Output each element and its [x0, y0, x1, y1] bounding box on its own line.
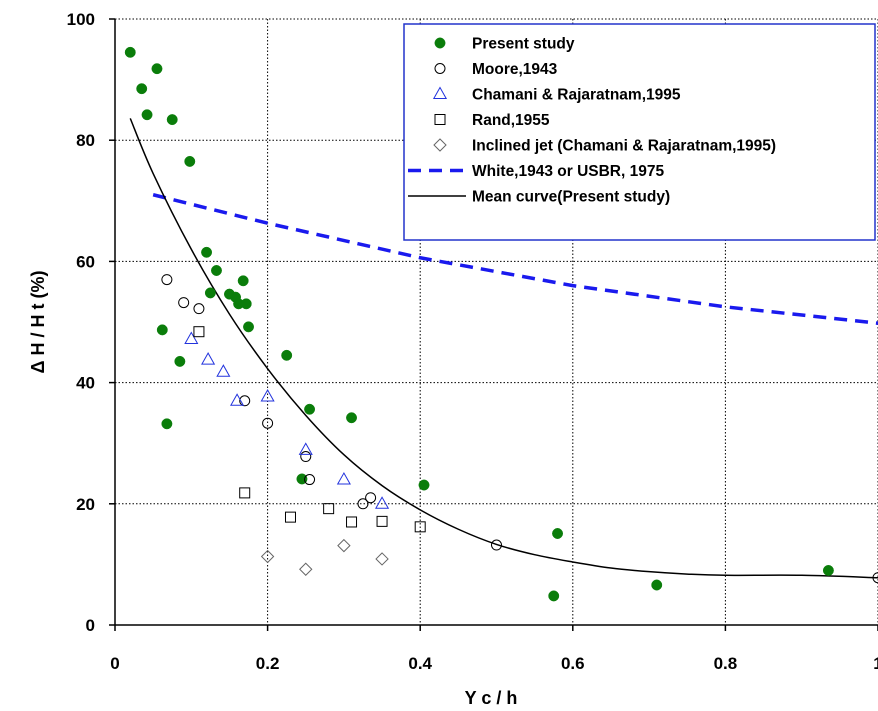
point-present-study	[552, 528, 563, 539]
point-rand-1955	[284, 511, 296, 523]
point-rand-1955	[193, 326, 205, 338]
legend-label: Mean curve(Present study)	[472, 189, 670, 206]
point-moore-1943	[304, 474, 316, 486]
legend-label: Rand,1955	[472, 112, 550, 129]
y-axis-title: Δ H / H t (%)	[28, 271, 48, 374]
legend-label: Moore,1943	[472, 61, 558, 78]
legend-box	[403, 23, 876, 241]
point-chamani-rajaratnam-1995	[374, 496, 390, 509]
point-moore-1943	[161, 274, 173, 286]
point-rand-1955	[346, 516, 358, 528]
legend-label: Chamani & Rajaratnam,1995	[472, 87, 681, 104]
point-moore-1943	[365, 492, 377, 504]
legend-symbol	[434, 114, 446, 125]
x-axis-title: Y c / h	[465, 688, 518, 708]
x-tick-label: 0	[110, 654, 119, 673]
point-chamani-rajaratnam-1995	[298, 442, 313, 455]
y-tick-label: 60	[76, 252, 95, 271]
axes	[109, 18, 878, 631]
x-tick-labels: 0 0.2 0.4 0.6 0.8 1	[110, 654, 878, 673]
point-chamani-rajaratnam-1995	[336, 472, 351, 485]
point-present-study	[243, 321, 254, 333]
point-present-study	[548, 590, 560, 602]
point-present-study	[418, 479, 430, 491]
y-tick-label: 20	[76, 495, 95, 514]
point-present-study	[136, 83, 148, 95]
point-present-study	[124, 46, 136, 58]
point-present-study	[822, 565, 834, 576]
point-moore-1943	[872, 572, 878, 584]
point-present-study	[281, 349, 293, 361]
point-inclined-jet-chamani-rajaratnam-1995	[337, 538, 351, 553]
point-present-study	[156, 324, 168, 336]
point-rand-1955	[239, 487, 251, 499]
legend-label: White,1943 or USBR, 1975	[472, 163, 664, 180]
point-rand-1955	[414, 521, 426, 533]
y-tick-label: 80	[76, 131, 95, 150]
point-moore-1943	[357, 498, 369, 510]
y-tick-label: 0	[86, 616, 95, 635]
y-tick-labels: 0 20 40 60 80 100	[67, 10, 95, 635]
x-tick-label: 1	[873, 654, 878, 673]
point-present-study	[174, 355, 186, 367]
y-tick-label: 40	[76, 374, 95, 393]
point-chamani-rajaratnam-1995	[184, 331, 199, 344]
point-chamani-rajaratnam-1995	[216, 364, 231, 377]
point-moore-1943	[239, 395, 251, 407]
point-inclined-jet-chamani-rajaratnam-1995	[260, 549, 275, 564]
plot-markers	[124, 46, 878, 602]
point-present-study	[237, 275, 249, 287]
point-moore-1943	[491, 539, 502, 551]
legend-symbol	[433, 138, 447, 152]
y-tick-label: 100	[67, 10, 95, 29]
legend: Present study Moore,1943 Chamani & Rajarat…	[403, 23, 876, 241]
point-present-study	[304, 403, 316, 415]
legend-label: Inclined jet (Chamani & Rajaratnam,1995)	[472, 138, 776, 155]
point-present-study	[141, 109, 153, 121]
point-inclined-jet-chamani-rajaratnam-1995	[375, 552, 389, 566]
point-present-study	[201, 246, 213, 258]
point-moore-1943	[193, 303, 205, 315]
legend-symbol	[434, 37, 446, 49]
legend-symbol	[434, 63, 446, 74]
legend-label: Present study	[472, 36, 575, 53]
plot-lines	[129, 118, 878, 579]
point-present-study	[161, 418, 173, 430]
point-present-study	[651, 579, 663, 591]
point-chamani-rajaratnam-1995	[230, 393, 245, 406]
legend-symbol	[432, 86, 448, 99]
x-tick-label: 0.6	[561, 654, 585, 673]
x-tick-label: 0.2	[256, 654, 280, 673]
point-chamani-rajaratnam-1995	[260, 389, 275, 402]
series-line-mean-curve-present-study	[129, 118, 878, 579]
point-rand-1955	[323, 503, 335, 515]
x-tick-label: 0.4	[408, 654, 432, 673]
point-moore-1943	[300, 451, 312, 463]
series-line-white-1943-or-usbr-1975	[152, 193, 878, 325]
point-rand-1955	[376, 515, 388, 527]
point-present-study	[204, 287, 216, 299]
point-present-study	[211, 265, 222, 276]
point-present-study	[166, 114, 178, 126]
point-moore-1943	[262, 417, 274, 429]
x-tick-label: 0.8	[714, 654, 738, 673]
point-chamani-rajaratnam-1995	[201, 352, 216, 365]
point-present-study	[240, 298, 252, 310]
point-present-study	[151, 63, 163, 75]
point-present-study	[184, 155, 196, 167]
point-present-study	[346, 412, 357, 424]
point-moore-1943	[178, 297, 190, 309]
point-inclined-jet-chamani-rajaratnam-1995	[299, 562, 313, 576]
